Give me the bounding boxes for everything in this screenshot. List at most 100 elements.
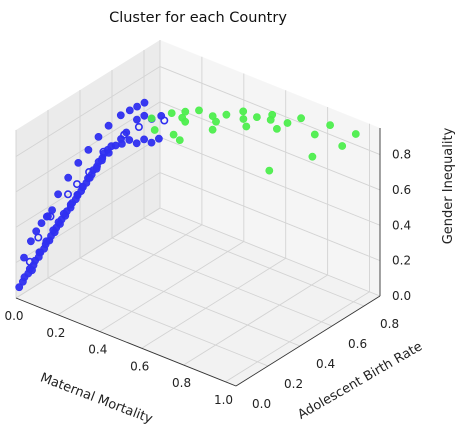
data-point bbox=[116, 111, 125, 120]
data-point bbox=[134, 123, 143, 132]
data-point bbox=[54, 190, 62, 199]
z-axis-title: Gender Inequality bbox=[441, 127, 456, 244]
grid-line-z bbox=[15, 207, 381, 299]
y-tick-label: 0.0 bbox=[252, 397, 271, 411]
y-tick-label: 0.4 bbox=[316, 357, 335, 371]
y-axis-line bbox=[235, 295, 381, 387]
axis-panes bbox=[16, 40, 380, 386]
data-point bbox=[154, 134, 163, 143]
data-point bbox=[160, 116, 169, 125]
data-point bbox=[181, 107, 190, 116]
x-tick-label: 1.0 bbox=[214, 393, 233, 407]
data-point bbox=[73, 180, 82, 189]
z-tick-label: 0.6 bbox=[392, 183, 411, 197]
data-point bbox=[283, 119, 292, 127]
data-point bbox=[310, 130, 319, 139]
y-tick-label: 0.6 bbox=[348, 337, 367, 351]
data-point bbox=[222, 110, 231, 119]
data-point bbox=[239, 115, 248, 123]
data-point bbox=[98, 156, 106, 165]
grid-line-z bbox=[15, 172, 381, 264]
data-point bbox=[181, 117, 190, 126]
data-point bbox=[272, 124, 281, 133]
data-point bbox=[133, 102, 141, 111]
data-point bbox=[104, 121, 113, 130]
data-point bbox=[125, 136, 134, 144]
data-point bbox=[15, 283, 24, 292]
data-point bbox=[252, 113, 261, 121]
y-axis-title: Adolescent Birth Rate bbox=[295, 339, 425, 423]
grid-line-z bbox=[15, 101, 381, 193]
data-point bbox=[85, 168, 94, 177]
chart-title: Cluster for each Country bbox=[109, 10, 287, 26]
data-point bbox=[132, 115, 141, 124]
data-point bbox=[35, 248, 44, 257]
grid-line-z bbox=[15, 66, 381, 157]
z-tick-label: 0.8 bbox=[392, 148, 411, 162]
data-point bbox=[64, 173, 73, 182]
data-point bbox=[37, 219, 46, 227]
data-point bbox=[175, 136, 184, 144]
data-point bbox=[351, 130, 360, 138]
data-point bbox=[92, 164, 101, 173]
data-point bbox=[167, 109, 176, 117]
data-point bbox=[94, 132, 103, 141]
data-point bbox=[118, 139, 126, 148]
y-tick-label: 0.8 bbox=[380, 317, 399, 331]
data-point bbox=[64, 190, 73, 199]
data-point bbox=[42, 237, 51, 246]
data-point bbox=[326, 121, 334, 129]
data-point bbox=[338, 142, 347, 150]
data-point bbox=[20, 253, 28, 262]
data-point bbox=[147, 114, 156, 123]
data-point bbox=[74, 158, 83, 167]
data-point bbox=[297, 114, 305, 123]
data-points bbox=[15, 98, 360, 292]
data-point bbox=[99, 147, 108, 156]
data-point bbox=[169, 130, 178, 139]
data-point bbox=[208, 125, 217, 134]
data-point bbox=[25, 257, 34, 266]
data-point bbox=[85, 173, 94, 182]
z-tick-label: 0.4 bbox=[392, 218, 411, 232]
axis-lines bbox=[15, 128, 381, 387]
data-point bbox=[132, 139, 141, 148]
x-tick-label: 0.4 bbox=[88, 343, 107, 357]
data-point bbox=[242, 122, 251, 131]
data-point bbox=[150, 126, 159, 134]
data-point bbox=[73, 191, 82, 200]
data-point bbox=[120, 130, 129, 139]
data-point bbox=[26, 237, 35, 246]
data-point bbox=[147, 138, 156, 147]
data-point bbox=[54, 218, 63, 226]
x-tick-label: 0.2 bbox=[46, 326, 65, 340]
data-point bbox=[265, 166, 274, 175]
data-point bbox=[84, 145, 93, 154]
x-tick-label: 0.0 bbox=[4, 309, 23, 323]
z-tick-label: 0.0 bbox=[392, 289, 411, 303]
tick-labels: 0.0 0.2 0.4 0.6 0.8 1.0 0.0 0.2 0.4 0.6 0.8 0.0 0.2 0… bbox=[4, 148, 411, 412]
z-tick-label: 0.2 bbox=[392, 254, 411, 268]
x-axis-title: Maternal Mortality bbox=[38, 370, 155, 427]
data-point bbox=[140, 98, 149, 107]
data-point bbox=[46, 212, 55, 221]
data-point bbox=[212, 117, 220, 126]
data-point bbox=[195, 106, 203, 115]
data-point bbox=[59, 209, 68, 218]
y-tick-label: 0.2 bbox=[284, 377, 303, 391]
data-point bbox=[239, 107, 248, 116]
x-tick-label: 0.6 bbox=[130, 359, 149, 373]
x-tick-label: 0.8 bbox=[172, 376, 191, 390]
data-point bbox=[28, 266, 36, 275]
data-point bbox=[49, 226, 58, 235]
data-point bbox=[308, 152, 317, 161]
data-point bbox=[140, 111, 149, 120]
data-point bbox=[140, 135, 148, 144]
x-axis-line bbox=[15, 297, 237, 387]
data-point bbox=[34, 233, 43, 242]
data-point bbox=[125, 106, 134, 115]
data-point bbox=[266, 116, 275, 124]
data-point bbox=[66, 200, 75, 209]
